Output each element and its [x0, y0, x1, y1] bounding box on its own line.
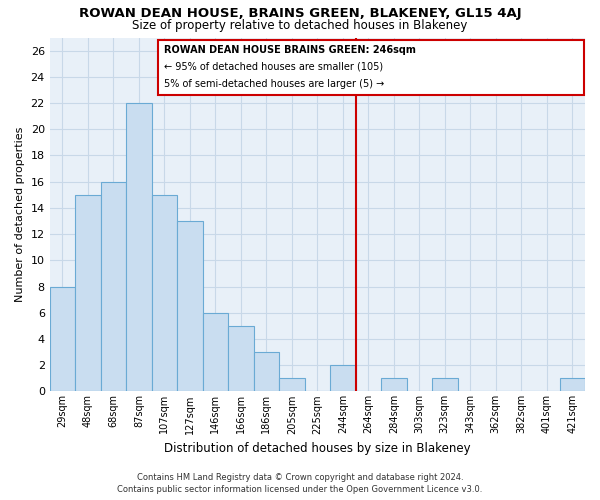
X-axis label: Distribution of detached houses by size in Blakeney: Distribution of detached houses by size … [164, 442, 470, 455]
Bar [101, 182, 126, 392]
Text: Contains HM Land Registry data © Crown copyright and database right 2024.
Contai: Contains HM Land Registry data © Crown c… [118, 472, 482, 494]
Text: 5% of semi-detached houses are larger (5) →: 5% of semi-detached houses are larger (5… [164, 80, 385, 90]
Bar [228, 326, 254, 392]
Bar [203, 312, 228, 392]
Bar [330, 365, 356, 392]
Bar [279, 378, 305, 392]
Text: Size of property relative to detached houses in Blakeney: Size of property relative to detached ho… [133, 19, 467, 32]
Text: ← 95% of detached houses are smaller (105): ← 95% of detached houses are smaller (10… [164, 62, 383, 72]
Y-axis label: Number of detached properties: Number of detached properties [15, 127, 25, 302]
Bar [152, 195, 177, 392]
Bar [432, 378, 458, 392]
FancyBboxPatch shape [158, 40, 584, 95]
Text: ROWAN DEAN HOUSE, BRAINS GREEN, BLAKENEY, GL15 4AJ: ROWAN DEAN HOUSE, BRAINS GREEN, BLAKENEY… [79, 8, 521, 20]
Bar [560, 378, 585, 392]
Bar [254, 352, 279, 392]
Text: ROWAN DEAN HOUSE BRAINS GREEN: 246sqm: ROWAN DEAN HOUSE BRAINS GREEN: 246sqm [164, 44, 416, 54]
Bar [75, 195, 101, 392]
Bar [126, 103, 152, 392]
Bar [177, 221, 203, 392]
Bar [50, 286, 75, 392]
Bar [381, 378, 407, 392]
